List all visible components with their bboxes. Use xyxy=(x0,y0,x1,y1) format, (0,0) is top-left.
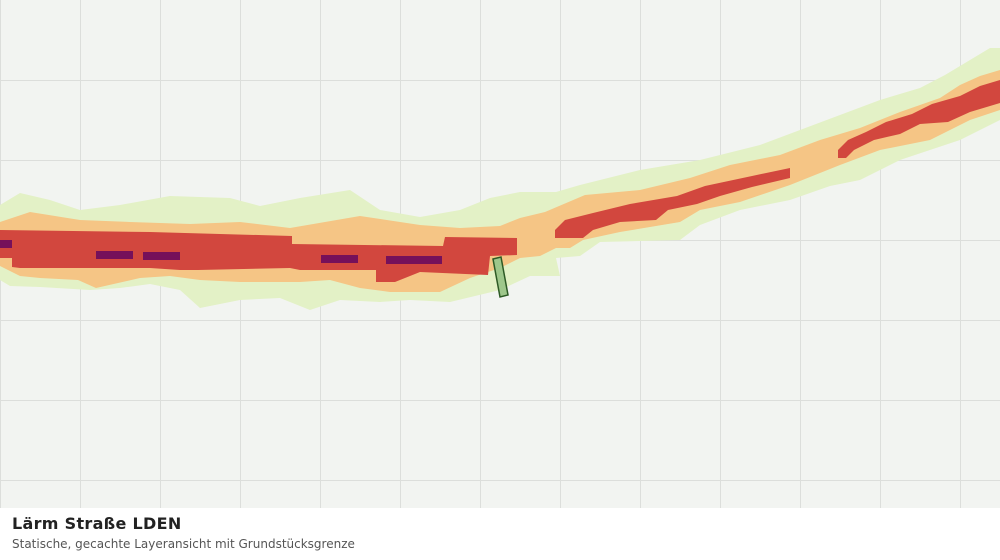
tile-grid xyxy=(0,0,1000,508)
layer-title: Lärm Straße LDEN xyxy=(12,514,182,533)
noise-zone-high xyxy=(0,80,1000,282)
layer-subtitle: Statische, gecachte Layeransicht mit Gru… xyxy=(12,537,355,551)
map-view xyxy=(0,0,1000,508)
parcel-boundary xyxy=(492,256,509,298)
noise-zone-extreme xyxy=(0,240,442,264)
caption-panel: Lärm Straße LDEN Statische, gecachte Lay… xyxy=(0,508,1000,560)
